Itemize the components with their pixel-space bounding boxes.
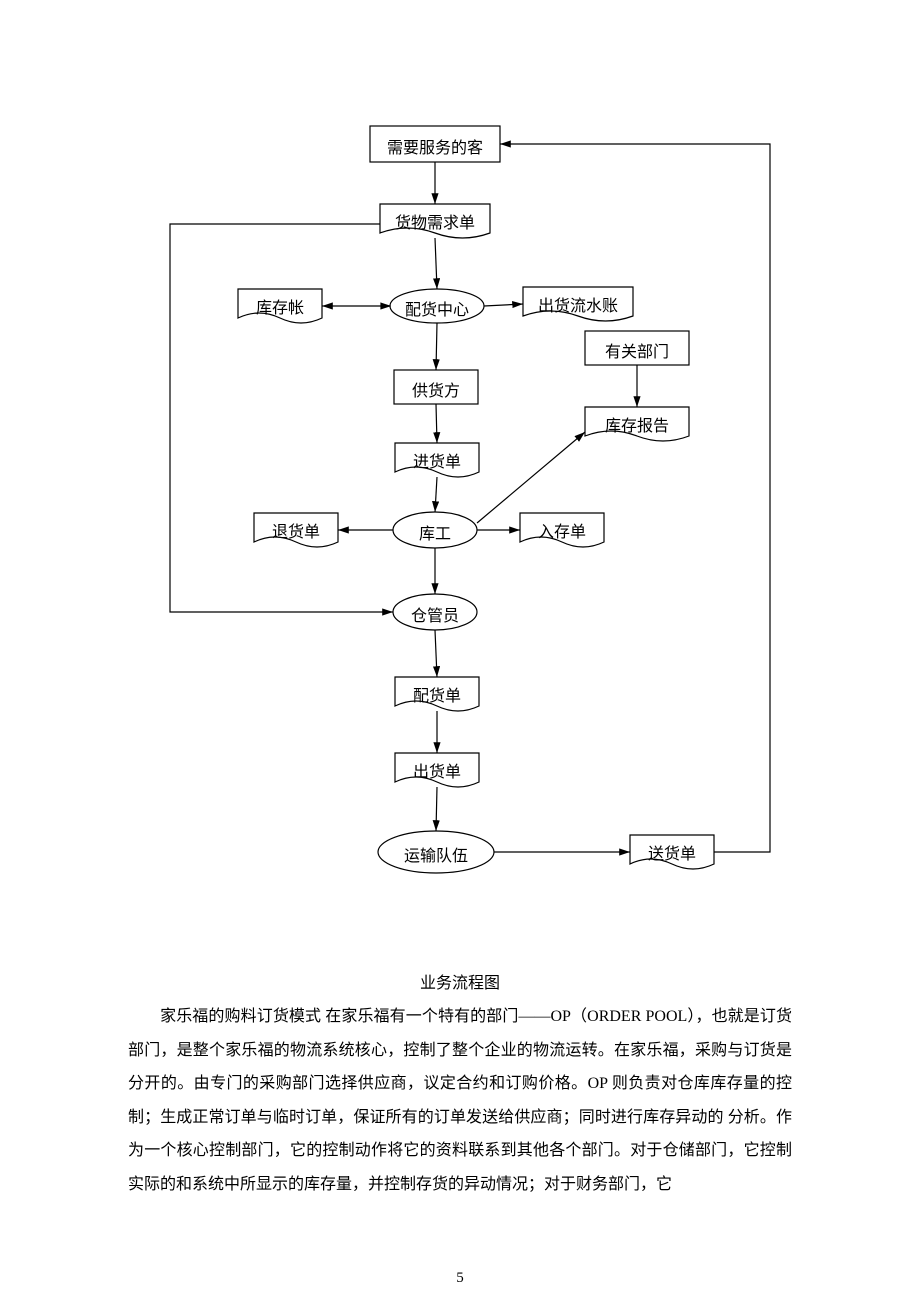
edge-10 — [477, 432, 585, 523]
edge-3 — [484, 304, 523, 306]
node-label-n2: 货物需求单 — [380, 209, 490, 233]
edge-16 — [170, 224, 393, 612]
node-label-n15: 出货单 — [395, 758, 479, 782]
edge-14 — [436, 787, 437, 831]
node-label-n12: 入存单 — [520, 518, 604, 542]
node-label-n3: 配货中心 — [390, 296, 484, 320]
node-label-n11: 退货单 — [254, 518, 338, 542]
node-label-n16: 运输队伍 — [378, 842, 494, 866]
edge-12 — [435, 630, 437, 677]
edge-6 — [436, 404, 437, 443]
node-label-n14: 配货单 — [395, 682, 479, 706]
diagram-caption: 业务流程图 — [0, 969, 920, 993]
node-label-n13: 仓管员 — [393, 602, 477, 626]
document-page: 需要服务的客货物需求单配货中心 库存帐 出货流水账有关部门供货方进货单 库存报告库工 退… — [0, 0, 920, 1302]
edge-1 — [435, 238, 437, 289]
node-label-n17: 送货单 — [630, 840, 714, 864]
edge-7 — [435, 477, 437, 512]
edge-17 — [500, 144, 770, 852]
node-label-n7: 供货方 — [394, 377, 478, 401]
node-label-n5: 出货流水账 — [523, 292, 633, 316]
body-paragraph: 家乐福的购料订货模式 在家乐福有一个特有的部门——OP（ORDER POOL），… — [128, 1000, 792, 1202]
node-label-n8: 进货单 — [395, 448, 479, 472]
node-label-n1: 需要服务的客 — [370, 134, 500, 158]
node-label-n9: 库存报告 — [585, 412, 689, 436]
node-label-n6: 有关部门 — [585, 338, 689, 362]
node-label-n4: 库存帐 — [238, 294, 322, 318]
node-label-n10: 库工 — [393, 520, 477, 544]
edge-4 — [436, 323, 437, 370]
page-number: 5 — [0, 1270, 920, 1287]
